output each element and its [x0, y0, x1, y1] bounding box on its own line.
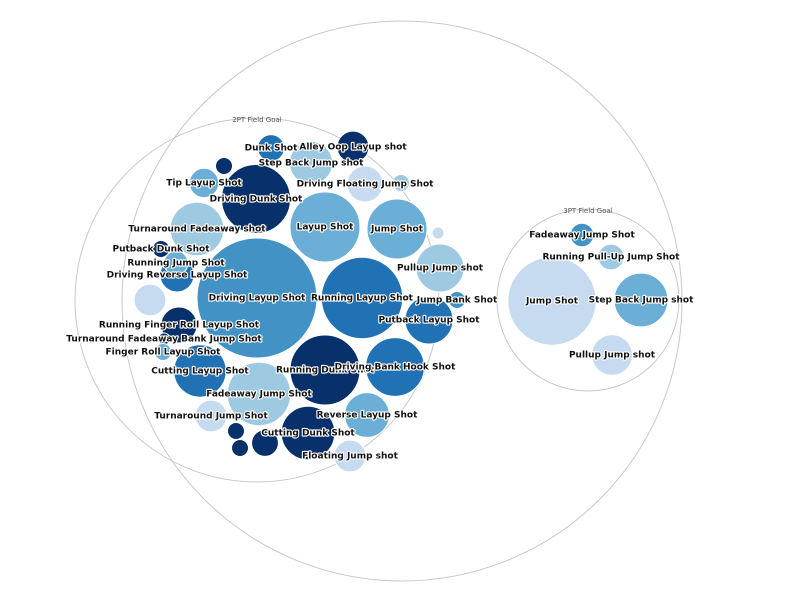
bubble-layup-shot-label: Layup Shot — [297, 223, 354, 233]
bubble-putback-layup-shot[interactable] — [404, 295, 454, 345]
bubble-running-finger-roll-layup-shot[interactable] — [160, 306, 198, 344]
bubble-jump-bank-shot[interactable] — [448, 291, 466, 309]
bubble-tip-layup-shot-label: Tip Layup Shot — [166, 179, 242, 189]
bubble-jump-shot[interactable] — [366, 198, 428, 260]
bubble-alley-oop-layup-shot-label: Alley Oop Layup shot — [299, 143, 407, 153]
bubble-cutting-layup-shot-label: Cutting Layup Shot — [151, 367, 249, 377]
bubble-reverse-layup-shot-label: Reverse Layup Shot — [317, 411, 418, 421]
label-layer: Driving Layup Shot Running Layup Shot Runn… — [65, 141, 695, 462]
bubble-running-layup-shot-label: Running Layup Shot — [311, 294, 414, 304]
bubble-floating-jump-shot[interactable] — [333, 439, 367, 473]
bubble-running-dunk-shot-label: Running Dunk Shot — [276, 366, 375, 376]
bubble-step-back-jump-shot-label: Step Back Jump shot — [589, 296, 695, 306]
bubble-turnaround-fadeaway-bank-jump-shot-label: Turnaround Fadeaway Bank Jump Shot — [66, 335, 262, 345]
bubble-unlabeled-31[interactable] — [227, 422, 245, 440]
bubble-running-jump-shot-label: Running Jump Shot — [127, 259, 225, 269]
bubble-fadeaway-jump-shot-label: Fadeaway Jump Shot — [529, 231, 635, 241]
bubble-cutting-dunk-shot-label: Cutting Dunk Shot — [261, 429, 355, 439]
bubble-finger-roll-layup-shot[interactable] — [154, 343, 172, 361]
bubble-unlabeled-29[interactable] — [251, 429, 279, 457]
bubble-driving-layup-shot-label: Driving Layup Shot — [209, 294, 306, 304]
bubble-unlabeled-30[interactable] — [215, 157, 233, 175]
bubble-cutting-dunk-shot[interactable] — [280, 405, 336, 461]
bubble-alley-oop-layup-shot[interactable] — [336, 130, 370, 164]
bubble-cutting-layup-shot[interactable] — [173, 344, 227, 398]
bubble-layup-shot[interactable] — [289, 191, 361, 263]
bubble-turnaround-fadeaway-shot-label: Turnaround Fadeaway shot — [128, 225, 266, 235]
bubble-fadeaway-jump-shot[interactable] — [226, 361, 292, 427]
bubble-step-back-jump-shot-label: Step Back Jump shot — [259, 159, 365, 169]
bubble-jump-shot-label: Jump Shot — [525, 297, 579, 307]
bubble-driving-bank-hook-shot-label: Driving Bank Hook Shot — [335, 363, 456, 373]
bubble-step-back-jump-shot[interactable] — [288, 140, 334, 186]
bubble-unlabeled-32[interactable] — [231, 439, 249, 457]
bubble-floating-jump-shot-label: Floating Jump shot — [302, 452, 399, 462]
bubble-driving-bank-hook-shot[interactable] — [365, 337, 425, 397]
bubble-putback-layup-shot-label: Putback Layup Shot — [378, 316, 480, 326]
bubble-finger-roll-layup-shot-label: Finger Roll Layup Shot — [106, 348, 222, 358]
bubble-driving-dunk-shot[interactable] — [221, 164, 291, 234]
bubble-fadeaway-jump-shot-label: Fadeaway Jump Shot — [206, 390, 312, 400]
bubble-unlabeled-33[interactable] — [392, 174, 410, 192]
bubble-running-jump-shot[interactable] — [163, 250, 189, 276]
bubble-dunk-shot[interactable] — [257, 134, 285, 162]
bubble-running-pull-up-jump-shot-label: Running Pull-Up Jump Shot — [542, 253, 680, 263]
bubble-tip-layup-shot[interactable] — [188, 167, 220, 199]
group-ring-3pt-field-goal — [496, 208, 680, 392]
bubble-running-dunk-shot[interactable] — [289, 334, 361, 406]
bubble-jump-shot-label: Jump Shot — [370, 225, 424, 235]
bubble-putback-dunk-shot[interactable] — [152, 240, 170, 258]
bubble-unlabeled-34[interactable] — [431, 226, 445, 240]
bubble-turnaround-fadeaway-shot[interactable] — [169, 201, 225, 257]
bubble-fadeaway-jump-shot[interactable] — [569, 222, 595, 248]
bubble-layer — [133, 130, 669, 473]
bubble-driving-floating-jump-shot[interactable] — [346, 165, 384, 203]
bubble-reverse-layup-shot[interactable] — [344, 392, 390, 438]
bubble-jump-bank-shot-label: Jump Bank Shot — [416, 296, 498, 306]
bubble-driving-reverse-layup-shot-label: Driving Reverse Layup Shot — [107, 271, 248, 281]
bubble-running-pull-up-jump-shot[interactable] — [597, 243, 625, 271]
bubble-dunk-shot-label: Dunk Shot — [245, 144, 298, 154]
bubble-running-finger-roll-layup-shot-label: Running Finger Roll Layup Shot — [99, 321, 260, 331]
root-ring — [121, 20, 683, 582]
bubble-unlabeled-28[interactable] — [133, 283, 167, 317]
bubble-driving-dunk-shot-label: Driving Dunk Shot — [210, 195, 303, 205]
bubble-pullup-jump-shot-label: Pullup Jump shot — [569, 351, 656, 361]
bubble-pullup-jump-shot[interactable] — [415, 243, 465, 293]
group-title-3pt-field-goal: 3PT Field Goal — [563, 207, 613, 215]
bubble-turnaround-jump-shot-label: Turnaround Jump Shot — [154, 412, 268, 422]
bubble-putback-dunk-shot-label: Putback Dunk Shot — [112, 245, 210, 255]
group-title-2pt-field-goal: 2PT Field Goal — [232, 116, 282, 124]
bubble-jump-shot[interactable] — [507, 256, 597, 346]
bubble-driving-layup-shot[interactable] — [196, 237, 318, 359]
bubble-pullup-jump-shot[interactable] — [591, 334, 633, 376]
bubble-driving-floating-jump-shot-label: Driving Floating Jump Shot — [297, 180, 435, 190]
bubble-pullup-jump-shot-label: Pullup Jump shot — [397, 264, 484, 274]
bubble-running-layup-shot[interactable] — [320, 256, 404, 340]
bubble-step-back-jump-shot[interactable] — [613, 272, 669, 328]
bubble-turnaround-jump-shot[interactable] — [194, 399, 228, 433]
